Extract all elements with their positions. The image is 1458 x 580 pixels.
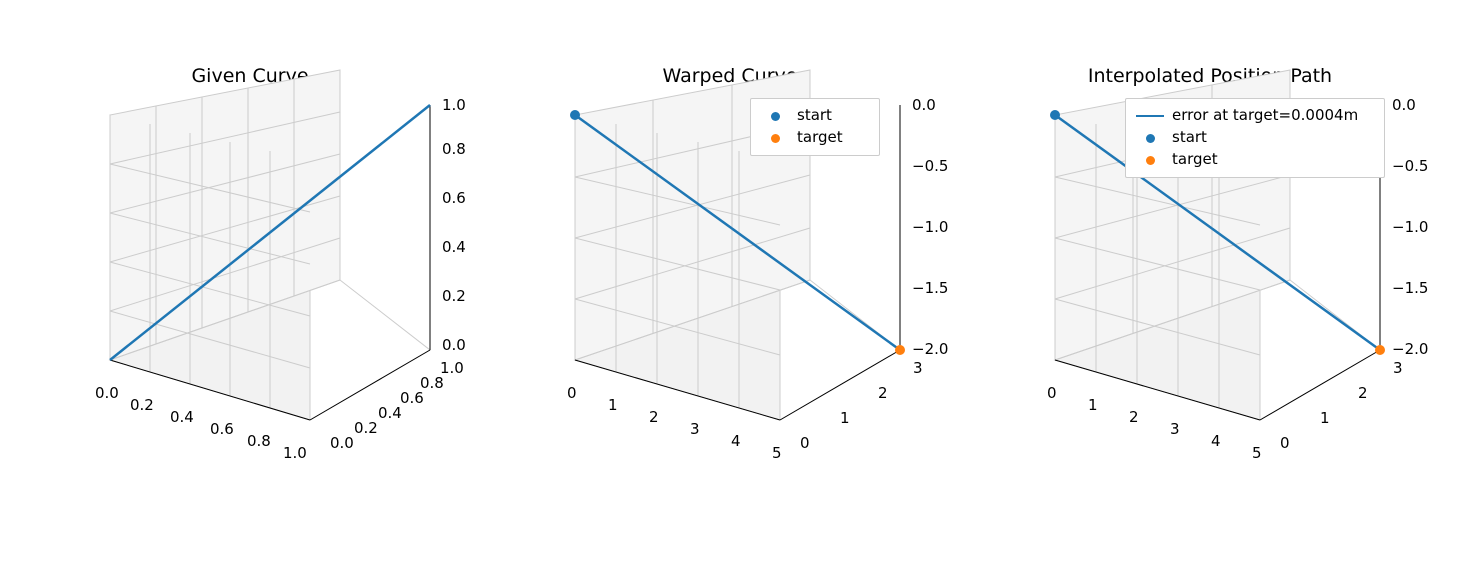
svg-text:0.6: 0.6 (210, 420, 234, 438)
legend-entry-target: target (1136, 149, 1374, 171)
svg-text:1: 1 (608, 396, 618, 414)
target-marker (1375, 345, 1385, 355)
target-marker (895, 345, 905, 355)
legend-warped: start target (750, 98, 880, 156)
legend-target-marker-icon (1136, 156, 1164, 165)
panel-warped: 0 1 2 3 4 5 0 1 2 3 0.0 −0.5 −1.0 −1.5 −… (490, 60, 970, 540)
svg-text:0: 0 (1280, 434, 1290, 452)
svg-text:−2.0: −2.0 (912, 340, 948, 358)
svg-text:0: 0 (567, 384, 577, 402)
svg-text:1: 1 (1320, 409, 1330, 427)
legend-target-label: target (1172, 149, 1218, 171)
panel-given: 0.0 0.2 0.4 0.6 0.8 1.0 0.0 0.2 0.4 0.6 … (10, 60, 490, 540)
svg-text:4: 4 (1211, 432, 1221, 450)
svg-text:3: 3 (1170, 420, 1180, 438)
svg-text:0.2: 0.2 (354, 419, 378, 437)
legend-entry-error: error at target=0.0004m (1136, 105, 1374, 127)
svg-text:5: 5 (1252, 444, 1262, 462)
svg-text:1: 1 (840, 409, 850, 427)
legend-line-icon (1136, 115, 1164, 117)
svg-text:0.4: 0.4 (170, 408, 194, 426)
svg-text:0.6: 0.6 (442, 189, 466, 207)
legend-start-label: start (1172, 127, 1207, 149)
svg-text:0: 0 (1047, 384, 1057, 402)
svg-text:0.4: 0.4 (442, 238, 466, 256)
legend-entry-target: target (761, 127, 869, 149)
svg-text:2: 2 (1358, 384, 1368, 402)
legend-error-label: error at target=0.0004m (1172, 105, 1358, 127)
svg-text:5: 5 (772, 444, 782, 462)
panel-interp: 0 1 2 3 4 5 0 1 2 3 0.0 −0.5 −1.0 −1.5 −… (970, 60, 1450, 540)
legend-entry-start: start (761, 105, 869, 127)
svg-text:1.0: 1.0 (442, 96, 466, 114)
svg-text:3: 3 (913, 359, 923, 377)
svg-text:1: 1 (1088, 396, 1098, 414)
svg-text:0.0: 0.0 (912, 96, 936, 114)
legend-interp: error at target=0.0004m start target (1125, 98, 1385, 178)
svg-text:0.2: 0.2 (130, 396, 154, 414)
z-ticks: 0.0 0.2 0.4 0.6 0.8 1.0 (442, 96, 466, 354)
legend-start-marker-icon (761, 112, 789, 121)
svg-text:0.4: 0.4 (378, 404, 402, 422)
legend-target-label: target (797, 127, 843, 149)
legend-start-marker-icon (1136, 134, 1164, 143)
svg-text:−1.5: −1.5 (912, 279, 948, 297)
legend-start-label: start (797, 105, 832, 127)
figure: Given Curve Warped Curve Interpolated Po… (0, 0, 1458, 580)
svg-text:0: 0 (800, 434, 810, 452)
svg-text:3: 3 (1393, 359, 1403, 377)
legend-target-marker-icon (761, 134, 789, 143)
axes-3d-warped: 0 1 2 3 4 5 0 1 2 3 0.0 −0.5 −1.0 −1.5 −… (490, 60, 970, 540)
svg-text:−0.5: −0.5 (1392, 157, 1428, 175)
svg-text:−1.0: −1.0 (1392, 218, 1428, 236)
svg-text:0.0: 0.0 (330, 434, 354, 452)
legend-entry-start: start (1136, 127, 1374, 149)
svg-text:0.8: 0.8 (442, 140, 466, 158)
svg-text:0.2: 0.2 (442, 287, 466, 305)
svg-text:2: 2 (649, 408, 659, 426)
start-marker (1050, 110, 1060, 120)
svg-text:−1.5: −1.5 (1392, 279, 1428, 297)
svg-text:−0.5: −0.5 (912, 157, 948, 175)
cube-frame (110, 70, 430, 420)
svg-text:−1.0: −1.0 (912, 218, 948, 236)
svg-text:2: 2 (1129, 408, 1139, 426)
svg-text:1.0: 1.0 (440, 359, 464, 377)
z-ticks: 0.0 −0.5 −1.0 −1.5 −2.0 (1392, 96, 1428, 358)
svg-text:0.8: 0.8 (247, 432, 271, 450)
svg-text:−2.0: −2.0 (1392, 340, 1428, 358)
axes-3d-given: 0.0 0.2 0.4 0.6 0.8 1.0 0.0 0.2 0.4 0.6 … (10, 60, 490, 540)
start-marker (570, 110, 580, 120)
svg-text:1.0: 1.0 (283, 444, 307, 462)
svg-text:4: 4 (731, 432, 741, 450)
svg-text:3: 3 (690, 420, 700, 438)
svg-text:0.0: 0.0 (442, 336, 466, 354)
svg-text:2: 2 (878, 384, 888, 402)
y-ticks: 0.0 0.2 0.4 0.6 0.8 1.0 (330, 359, 464, 452)
z-ticks: 0.0 −0.5 −1.0 −1.5 −2.0 (912, 96, 948, 358)
svg-text:0.0: 0.0 (1392, 96, 1416, 114)
svg-text:0.0: 0.0 (95, 384, 119, 402)
